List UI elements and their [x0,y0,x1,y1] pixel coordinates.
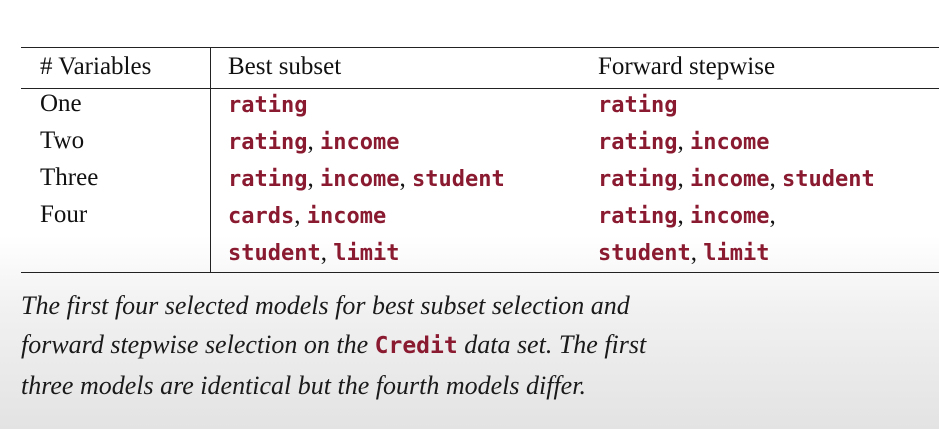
caption-line-1: The first four selected models for best … [21,291,630,320]
forward-stepwise-cell: rating, income [598,128,770,155]
variable-name: income [689,167,770,192]
variable-name: income [319,130,400,155]
best-subset-cell: rating, income, student [228,165,505,192]
header-best-subset: Best subset [228,53,342,80]
best-subset-cell: cards, income [228,202,387,229]
table-top-rule [21,47,939,48]
variable-name: limit [333,241,400,266]
variable-name: student [598,241,691,266]
caption-dataset-name: Credit [374,333,458,359]
forward-stepwise-cell: student, limit [598,239,770,266]
variable-name: cards [228,204,295,229]
variable-name: rating [598,93,678,118]
variable-name: income [306,204,387,229]
row-label: One [40,90,82,117]
caption-line-3: three models are identical but the fourt… [21,371,586,400]
forward-stepwise-cell: rating [598,90,677,121]
variables-table: # Variables Best subset Forward stepwise… [21,47,939,273]
caption-line-2: forward stepwise selection on the Credit… [21,325,921,366]
caption-line-2-before: forward stepwise selection on the [21,330,369,359]
variable-name: rating [598,167,678,192]
best-subset-cell: student, limit [228,239,400,266]
best-subset-cell: rating [228,90,307,121]
table-bottom-rule [21,272,939,273]
variable-name: income [689,204,770,229]
table-column-rule [210,47,211,273]
variable-name: rating [228,130,308,155]
header-forward-stepwise: Forward stepwise [598,53,776,80]
variable-name: rating [598,130,678,155]
row-label: Three [40,164,99,191]
table-caption: The first four selected models for best … [21,286,921,405]
forward-stepwise-cell: rating, income, student [598,165,875,192]
variable-name: limit [703,241,770,266]
forward-stepwise-cell: rating, income, [598,202,776,229]
variable-name: income [689,130,770,155]
variable-name: rating [228,167,308,192]
header-variables: # Variables [40,53,152,80]
variable-name: student [228,241,321,266]
variable-name: student [781,167,875,192]
variable-name: rating [598,204,678,229]
row-label: Four [40,201,88,228]
caption-line-2-after: data set. The first [464,330,647,359]
best-subset-cell: rating, income [228,128,400,155]
variable-name: income [319,167,400,192]
row-label: Two [40,127,85,154]
table-header-rule [21,88,939,89]
variable-name: student [411,167,505,192]
variable-name: rating [228,93,308,118]
